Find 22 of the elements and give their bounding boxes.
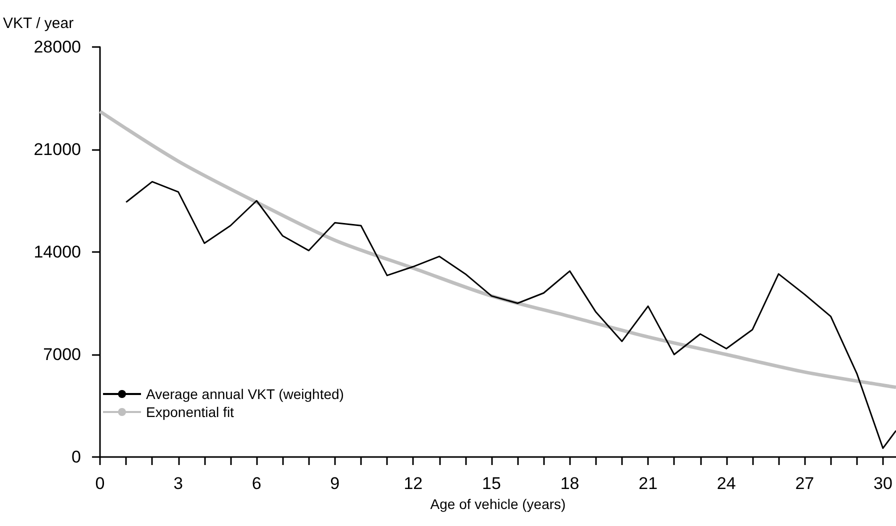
x-tick-label: 6 xyxy=(252,474,262,493)
x-tick-label: 3 xyxy=(174,474,184,493)
x-tick-label: 18 xyxy=(560,474,580,493)
y-tick-label: 21000 xyxy=(34,140,81,159)
y-tick-label: 28000 xyxy=(34,38,81,56)
x-tick-label: 21 xyxy=(638,474,658,493)
y-tick-label: 14000 xyxy=(34,242,81,262)
x-tick-label: 27 xyxy=(795,474,814,493)
x-tick-label: 24 xyxy=(716,474,736,493)
x-tick-label: 12 xyxy=(404,474,423,493)
legend-label: Average annual VKT (weighted) xyxy=(146,386,344,402)
line-series xyxy=(125,180,896,449)
legend-label: Exponential fit xyxy=(146,404,234,420)
y-axis-title: VKT / year xyxy=(3,15,74,32)
x-tick-label: 9 xyxy=(330,474,340,493)
x-tick-label: 30 xyxy=(873,474,892,493)
y-tick-label: 7000 xyxy=(43,345,81,364)
y-tick-label: 0 xyxy=(72,448,81,466)
x-tick-label: 15 xyxy=(482,474,501,493)
line-series xyxy=(98,110,896,390)
x-axis-title: Age of vehicle (years) xyxy=(430,496,566,512)
x-tick-label: 0 xyxy=(95,474,105,493)
